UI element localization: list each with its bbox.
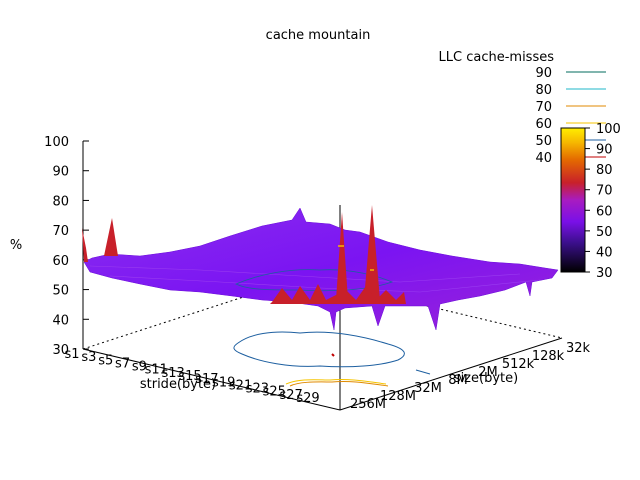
base-frame-front-left [82,348,341,411]
x-tick-label: s5 [98,353,113,368]
y-tick-label: 128k [532,349,565,364]
contour-base-50 [233,331,405,368]
legend-label: 80 [535,83,552,98]
y-axis-label: size(byte) [454,371,518,386]
colorbar-tick-label: 90 [596,143,613,158]
y-tick-label: 128M [380,389,416,404]
x-tick-label: s23 [246,382,269,397]
x-tick-label: s11 [145,363,168,378]
y-tick-label: 8M [448,373,468,388]
legend-label: 50 [535,134,552,149]
surface-peak-center-a [336,212,348,300]
x-tick-label: s19 [212,375,235,390]
x-tick-label: s3 [81,350,96,365]
z-tick-label: 70 [52,224,69,239]
y-tick-label: 512k [502,357,535,372]
legend: 90 80 70 60 50 40 [535,66,606,166]
colorbar-tick-label: 30 [596,266,613,281]
contour-base-70 [289,381,389,387]
z-axis-ticks: 30 40 50 60 70 80 90 100 [44,135,89,358]
z-tick-label: 30 [52,343,69,358]
x-tick-label: s21 [229,378,252,393]
z-tick-label: 60 [52,254,69,269]
colorbar-tick-label: 50 [596,225,613,240]
y-tick-label: 2M [478,365,498,380]
z-tick-label: 80 [52,194,69,209]
legend-label: 70 [535,100,552,115]
legend-label: 90 [535,66,552,81]
y-tick-label: 256M [350,397,386,412]
base-frame-front-right [339,337,563,411]
x-tick-label: s7 [115,356,130,371]
chart-title: cache mountain [266,28,371,43]
y-tick-label: 32k [566,341,591,356]
colorbar-ticks: 30 40 50 60 70 80 90 100 [585,122,621,281]
colorbar [560,127,586,273]
surface-peak-center-b [364,205,380,300]
z-tick-label: 40 [52,313,69,328]
contour-base-60 [285,379,387,385]
y-tick-label: 32M [414,381,442,396]
colorbar-tick-label: 80 [596,163,613,178]
legend-label: 60 [535,117,552,132]
x-tick-label: s17 [195,372,218,387]
surface-contour-50 [235,269,394,292]
legend-label: 40 [535,151,552,166]
x-tick-label: s25 [263,385,286,400]
contour-base-edge [415,369,431,375]
surface-mesh-1 [89,265,521,283]
x-tick-label: s15 [178,369,201,384]
base-frame-back-right [304,276,563,339]
z-tick-label: 100 [44,135,69,150]
x-tick-label: s13 [161,366,184,381]
x-tick-label: s1 [64,347,79,362]
colorbar-tick-label: 70 [596,184,613,199]
colorbar-tick-label: 60 [596,204,613,219]
contour-base-40 [331,353,335,357]
surface-body [83,207,559,331]
x-tick-label: s29 [296,391,319,406]
z-tick-label: 50 [52,284,69,299]
base-frame-back-left [82,276,306,350]
surface-peak-left [82,228,88,262]
z-axis-label: % [10,238,22,253]
surface-peak-s11 [104,218,118,256]
x-tick-label: s27 [279,388,302,403]
colorbar-tick-label: 100 [596,122,621,137]
x-tick-label: s9 [132,360,147,375]
colorbar-tick-label: 40 [596,245,613,260]
legend-title: LLC cache-misses [439,50,555,65]
surface-peak-ridge [270,284,406,304]
x-axis-label: stride(byte) [140,377,216,392]
z-tick-label: 90 [52,165,69,180]
